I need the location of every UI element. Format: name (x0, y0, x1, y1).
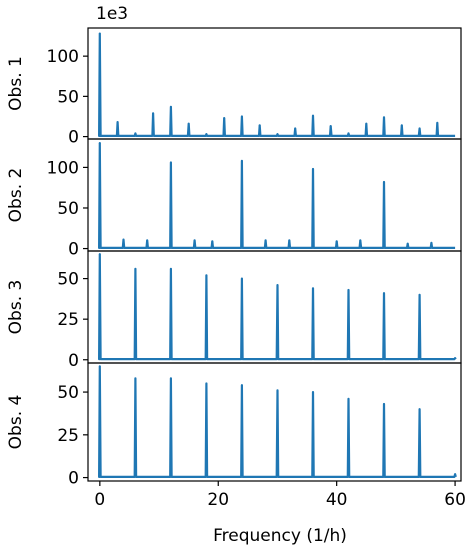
data-point (241, 277, 243, 280)
data-point (134, 268, 137, 270)
y-tick-label: 0 (68, 128, 79, 148)
data-point (223, 117, 226, 119)
data-point (347, 398, 350, 400)
y-axis-label: Obs. 2 (6, 168, 26, 223)
y-axis-label: Obs. 1 (6, 56, 26, 111)
data-point (418, 293, 421, 296)
y-tick-label: 25 (57, 426, 79, 446)
x-tick-label: 0 (94, 490, 105, 510)
series-line-obs-4 (98, 365, 457, 478)
data-point (359, 239, 362, 242)
y-tick-label: 0 (68, 351, 79, 371)
x-axis-label: Frequency (1/h) (213, 526, 347, 546)
data-point (436, 122, 439, 124)
series-line-obs-1 (98, 32, 456, 137)
data-point (294, 127, 297, 130)
subplot-3: 0 25 50 Obs. 3 (6, 250, 462, 371)
data-point (329, 125, 332, 127)
y-tick-label: 50 (57, 270, 79, 290)
data-point (383, 292, 385, 295)
axes-frame (87, 250, 462, 364)
y-tick-label: 50 (57, 199, 79, 219)
data-point (406, 242, 409, 245)
y-tick-label: 0 (68, 240, 79, 260)
y-tick-label: 25 (57, 310, 79, 330)
data-point (122, 238, 125, 241)
y-axis-label: Obs. 3 (6, 280, 26, 335)
axes-frame (87, 138, 462, 252)
subplot-stack: 0 50 100 Obs. 1 0 50 100 Obs. 2 0 25 50 Obs. 3 0 25 50… (6, 27, 465, 510)
data-point (264, 239, 267, 242)
data-point (98, 365, 101, 368)
data-point (116, 121, 119, 123)
data-point (258, 124, 261, 127)
data-point (134, 377, 137, 380)
data-point (241, 384, 243, 387)
x-tick-label: 60 (444, 490, 465, 510)
data-point (187, 122, 190, 125)
data-point (98, 32, 101, 35)
data-point (400, 124, 403, 127)
data-point (152, 112, 155, 115)
axes-frame (87, 27, 462, 140)
data-point (146, 239, 149, 242)
data-point (365, 122, 368, 125)
data-point (276, 133, 279, 136)
data-point (383, 116, 385, 119)
y-tick-label: 50 (57, 383, 79, 403)
axes-frame (87, 362, 462, 482)
y-tick-label: 0 (68, 469, 79, 489)
data-point (276, 284, 279, 286)
data-point (418, 408, 421, 411)
data-point (241, 160, 243, 162)
y-axis-label: Obs. 4 (6, 395, 26, 450)
data-point (98, 142, 101, 145)
y-tick-label: 50 (57, 87, 79, 107)
data-point (312, 114, 314, 117)
y-tick-label: 100 (47, 158, 79, 178)
data-point (193, 239, 196, 242)
data-point (205, 274, 208, 277)
data-point (335, 240, 338, 243)
data-point (383, 181, 385, 183)
x-tick-label: 40 (326, 490, 348, 510)
data-point (312, 287, 314, 290)
data-point (454, 473, 456, 476)
y-scale-multiplier: 1e3 (96, 4, 128, 24)
series-line-obs-3 (98, 253, 457, 361)
data-point (98, 253, 101, 256)
data-point (383, 403, 385, 405)
data-point (454, 357, 456, 359)
data-point (418, 127, 421, 130)
subplot-2: 0 50 100 Obs. 2 (6, 138, 462, 260)
x-tick-label: 20 (207, 490, 229, 510)
data-point (170, 161, 172, 164)
data-point (170, 268, 172, 270)
data-point (276, 389, 279, 392)
data-point (312, 391, 314, 393)
data-point (170, 105, 172, 108)
subplot-1: 0 50 100 Obs. 1 (6, 27, 462, 148)
subplot-4: 0 25 50 Obs. 4 0 20 40 60 (6, 362, 465, 510)
data-point (205, 382, 208, 385)
data-point (211, 240, 214, 243)
data-point (170, 377, 172, 380)
data-point (241, 115, 243, 118)
data-point (312, 168, 314, 170)
data-point (347, 132, 350, 135)
y-tick-label: 100 (47, 47, 79, 67)
series-line-obs-2 (98, 142, 456, 249)
data-point (288, 239, 291, 242)
data-point (347, 289, 350, 291)
data-point (430, 242, 433, 244)
data-point (205, 133, 208, 136)
data-point (134, 132, 137, 135)
